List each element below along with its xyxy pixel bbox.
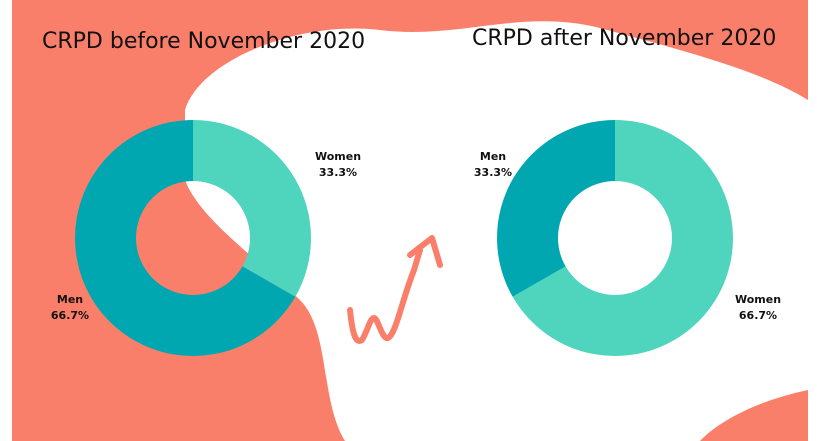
slice-value: 66.7% [51, 309, 89, 322]
arrow [347, 247, 423, 344]
arrow-head [407, 235, 443, 268]
slice-value: 33.3% [319, 166, 357, 179]
slice-value: 33.3% [474, 166, 512, 179]
donut-slice [193, 120, 311, 297]
donut-slice [496, 120, 615, 297]
chart-title: CRPD before November 2020 [42, 29, 365, 54]
slice-name: Men [57, 293, 83, 306]
donut-slice [512, 120, 733, 356]
chart-title: CRPD after November 2020 [472, 26, 776, 51]
slice-name: Women [315, 150, 361, 163]
slice-value: 66.7% [739, 309, 777, 322]
slice-name: Men [480, 150, 506, 163]
donut-slice [74, 120, 296, 356]
slice-name: Women [735, 293, 781, 306]
